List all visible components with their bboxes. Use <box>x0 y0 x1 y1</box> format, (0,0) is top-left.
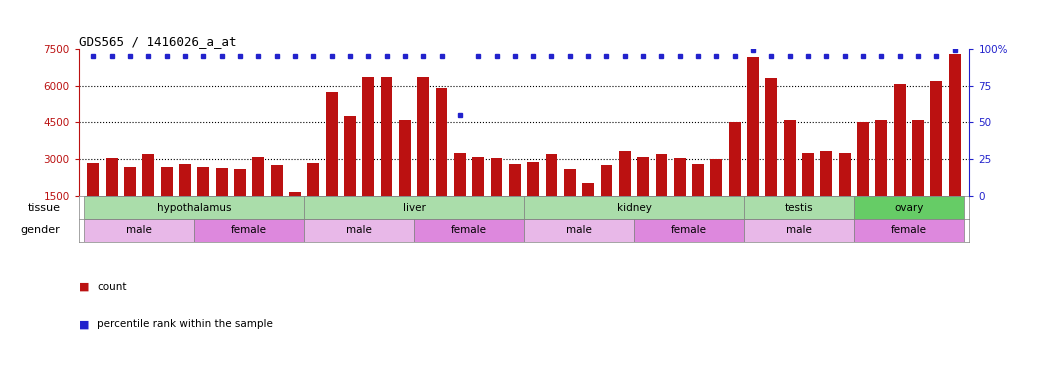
Bar <box>655 154 668 196</box>
Bar <box>564 169 575 196</box>
Bar <box>854 219 964 242</box>
Text: female: female <box>231 225 267 236</box>
Bar <box>637 157 649 196</box>
Bar <box>399 120 411 196</box>
Bar <box>784 120 795 196</box>
Text: female: female <box>671 225 707 236</box>
Text: ovary: ovary <box>894 202 923 213</box>
Bar <box>197 166 210 196</box>
Bar <box>304 219 414 242</box>
Text: female: female <box>451 225 487 236</box>
Bar <box>270 165 283 196</box>
Text: hypothalamus: hypothalamus <box>157 202 232 213</box>
Bar <box>87 163 100 196</box>
Bar <box>674 158 685 196</box>
Bar <box>546 154 558 196</box>
Text: male: male <box>346 225 372 236</box>
Bar <box>821 151 832 196</box>
Bar <box>912 120 924 196</box>
Bar <box>363 77 374 196</box>
Bar <box>744 196 854 219</box>
Bar <box>931 81 942 196</box>
Bar <box>234 169 246 196</box>
Bar <box>524 196 744 219</box>
Bar <box>490 158 502 196</box>
Bar <box>436 88 447 196</box>
Bar <box>894 84 905 196</box>
Bar <box>473 157 484 196</box>
Bar <box>948 54 961 196</box>
Bar <box>124 166 136 196</box>
Bar <box>509 164 521 196</box>
Bar <box>143 154 154 196</box>
Text: ■: ■ <box>79 282 89 292</box>
Bar <box>619 151 631 196</box>
Bar <box>634 219 744 242</box>
Text: tissue: tissue <box>27 202 61 213</box>
Text: count: count <box>97 282 127 292</box>
Bar <box>216 168 227 196</box>
Bar <box>747 57 759 196</box>
Bar <box>417 77 429 196</box>
Bar <box>454 153 465 196</box>
Text: GDS565 / 1416026_a_at: GDS565 / 1416026_a_at <box>79 34 236 48</box>
Bar <box>194 219 304 242</box>
Bar <box>344 116 356 196</box>
Bar <box>414 219 524 242</box>
Bar <box>160 166 173 196</box>
Text: liver: liver <box>402 202 425 213</box>
Bar <box>527 162 539 196</box>
Bar <box>106 158 117 196</box>
Bar <box>711 159 722 196</box>
Text: gender: gender <box>21 225 61 236</box>
Bar <box>326 92 337 196</box>
Bar <box>838 153 851 196</box>
Bar <box>583 183 594 196</box>
Bar <box>307 163 320 196</box>
Text: male: male <box>126 225 152 236</box>
Text: female: female <box>891 225 926 236</box>
Bar <box>875 120 888 196</box>
Bar <box>802 153 814 196</box>
Bar <box>524 219 634 242</box>
Text: percentile rank within the sample: percentile rank within the sample <box>97 320 274 329</box>
Bar <box>765 78 778 196</box>
Bar <box>84 196 304 219</box>
Bar <box>289 192 301 196</box>
Bar <box>380 77 393 196</box>
Bar <box>728 122 741 196</box>
Bar <box>84 219 194 242</box>
Bar <box>857 122 869 196</box>
Text: testis: testis <box>785 202 813 213</box>
Bar <box>304 196 524 219</box>
Text: male: male <box>786 225 812 236</box>
Bar <box>854 196 964 219</box>
Bar <box>744 219 854 242</box>
Text: male: male <box>566 225 592 236</box>
Bar <box>601 165 612 196</box>
Text: kidney: kidney <box>616 202 652 213</box>
Text: ■: ■ <box>79 320 89 329</box>
Bar <box>253 157 264 196</box>
Bar <box>692 164 704 196</box>
Bar <box>179 164 191 196</box>
